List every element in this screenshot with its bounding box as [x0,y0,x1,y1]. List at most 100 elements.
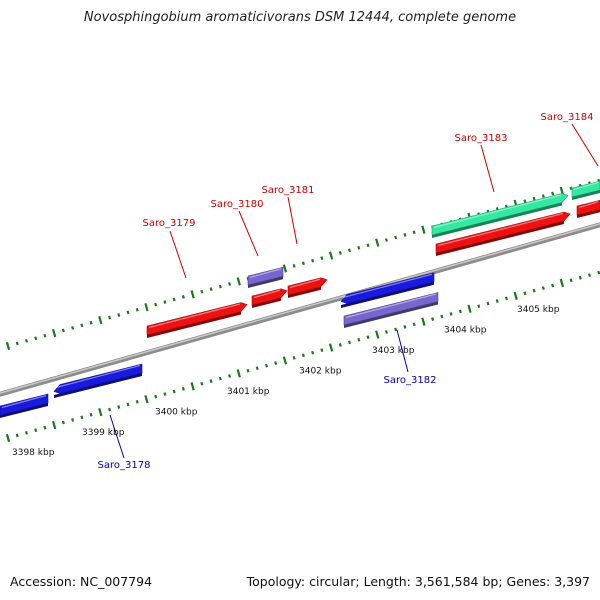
forward-scale-minor-tick [338,251,342,255]
reverse-scale-minor-tick [89,412,93,417]
reverse-scale-major-tick [236,369,241,378]
reverse-scale-minor-tick [255,366,259,371]
leader-saro-3180 [238,210,259,257]
reverse-scale-minor-tick [126,402,130,407]
label-leader-lines [109,123,599,459]
gene-saro-3179-body [146,302,248,336]
backbone-line [0,222,600,397]
forward-scale-major-tick [375,238,380,247]
forward-scale-minor-tick [523,199,527,204]
leader-saro-3182 [396,329,409,373]
forward-scale-minor-tick [117,313,121,317]
forward-tick-track [5,178,600,351]
forward-scale-minor-tick [108,315,112,320]
reverse-scale-minor-tick [181,387,185,391]
reverse-scale-minor-tick [412,322,416,327]
reverse-scale-minor-tick [43,425,47,430]
reverse-scale-minor-tick [551,283,555,288]
forward-scale-major-tick [282,264,288,273]
reverse-scale-minor-tick [301,353,305,358]
leader-saro-3183 [480,144,495,193]
gene-saro-3184-highlight [578,201,599,209]
forward-scale-minor-tick [384,238,388,242]
reverse-scale-minor-tick [274,361,278,365]
gene-label-saro-3178: Saro_3178 [98,460,151,471]
gene-saro-3183-rna [431,193,569,238]
gene-saro-3181 [287,277,328,298]
gene-label-saro-3179: Saro_3179 [143,218,196,229]
scale-label-3400: 3400 kbp [155,407,198,417]
gene-saro-3183-rna-highlight [433,194,562,229]
reverse-scale-minor-tick [218,376,222,381]
gene-saro-3180-shadow [252,297,281,308]
reverse-scale-major-tick [5,433,11,443]
reverse-scale-major-tick [328,343,334,352]
forward-scale-minor-tick [348,248,352,253]
forward-scale-minor-tick [126,310,130,315]
reverse-scale-minor-tick [117,405,121,409]
reverse-scale-minor-tick [135,399,139,404]
forward-scale-minor-tick [135,307,139,312]
feature-labels: 3398 kbp 3399 kbp 3400 kbp 3401 kbp 3402 kbp… [12,112,593,471]
reverse-scale-minor-tick [246,368,250,373]
reverse-scale-major-tick [190,382,195,391]
gene-features [0,180,600,418]
gene-saro-3183-rna-shadow [432,202,562,238]
gene-saro-3184-shadow [577,209,600,218]
scale-label-3405: 3405 kbp [517,305,560,315]
gene-label-saro-3184: Saro_3184 [541,112,594,123]
reverse-scale-major-tick [421,317,426,326]
leader-saro-3179 [169,230,187,279]
forward-scale-minor-tick [200,289,204,294]
reverse-scale-minor-tick [449,312,453,316]
gene-saro-3181-shadow [288,286,321,298]
forward-scale-major-tick [5,341,11,351]
leader-saro-3181 [287,196,298,245]
forward-scale-minor-tick [311,258,315,263]
reverse-scale-minor-tick [154,394,158,399]
gene-saro-3180-highlight [253,289,281,299]
gene-saro-3182-shadow [341,281,434,308]
reverse-scale-minor-tick [578,275,582,280]
reverse-scale-minor-tick [71,418,75,422]
gene-label-saro-3182: Saro_3182 [384,375,437,386]
gene-saro-3179-shadow [147,311,241,338]
forward-scale-minor-tick [292,264,296,268]
reverse-scale-major-tick [98,408,103,417]
reverse-scale-minor-tick [15,433,19,438]
gene-saro-3184 [576,199,600,218]
gene-saro-3180-other [247,266,284,288]
reverse-scale-minor-tick [384,330,388,334]
reverse-scale-minor-tick [228,374,232,378]
gene-saro-3177-shadow [0,403,48,418]
forward-scale-major-tick [328,251,334,260]
scale-label-3399: 3399 kbp [82,428,125,438]
forward-scale-minor-tick [24,338,28,343]
forward-scale-minor-tick [301,261,305,266]
gene-saro-3182-other-highlight [345,293,437,319]
reverse-scale-major-tick [375,330,380,339]
gene-saro-3178-highlight [55,364,141,389]
reverse-scale-minor-tick [495,299,499,303]
reverse-scale-major-tick [467,304,472,313]
reverse-scale-minor-tick [163,392,167,396]
reverse-scale-major-tick [282,356,288,365]
reverse-scale-minor-tick [486,301,490,306]
reverse-scale-minor-tick [541,286,545,290]
reverse-scale-minor-tick [431,317,435,321]
reverse-scale-minor-tick [588,273,592,278]
forward-scale-minor-tick [228,282,232,286]
forward-scale-minor-tick [366,243,370,248]
gene-saro-3184-rna-body [571,180,600,198]
gene-saro-3180-body [251,288,288,306]
forward-scale-minor-tick [394,235,398,240]
forward-scale-minor-tick [154,302,158,307]
reverse-scale-minor-tick [477,304,481,309]
reverse-scale-minor-tick [440,314,444,319]
forward-scale-minor-tick [541,194,545,198]
forward-scale-minor-tick [15,341,19,346]
gene-saro-3178-shadow [54,373,142,398]
forward-scale-major-tick [144,303,149,312]
forward-scale-major-tick [236,277,241,286]
forward-scale-minor-tick [80,323,84,328]
